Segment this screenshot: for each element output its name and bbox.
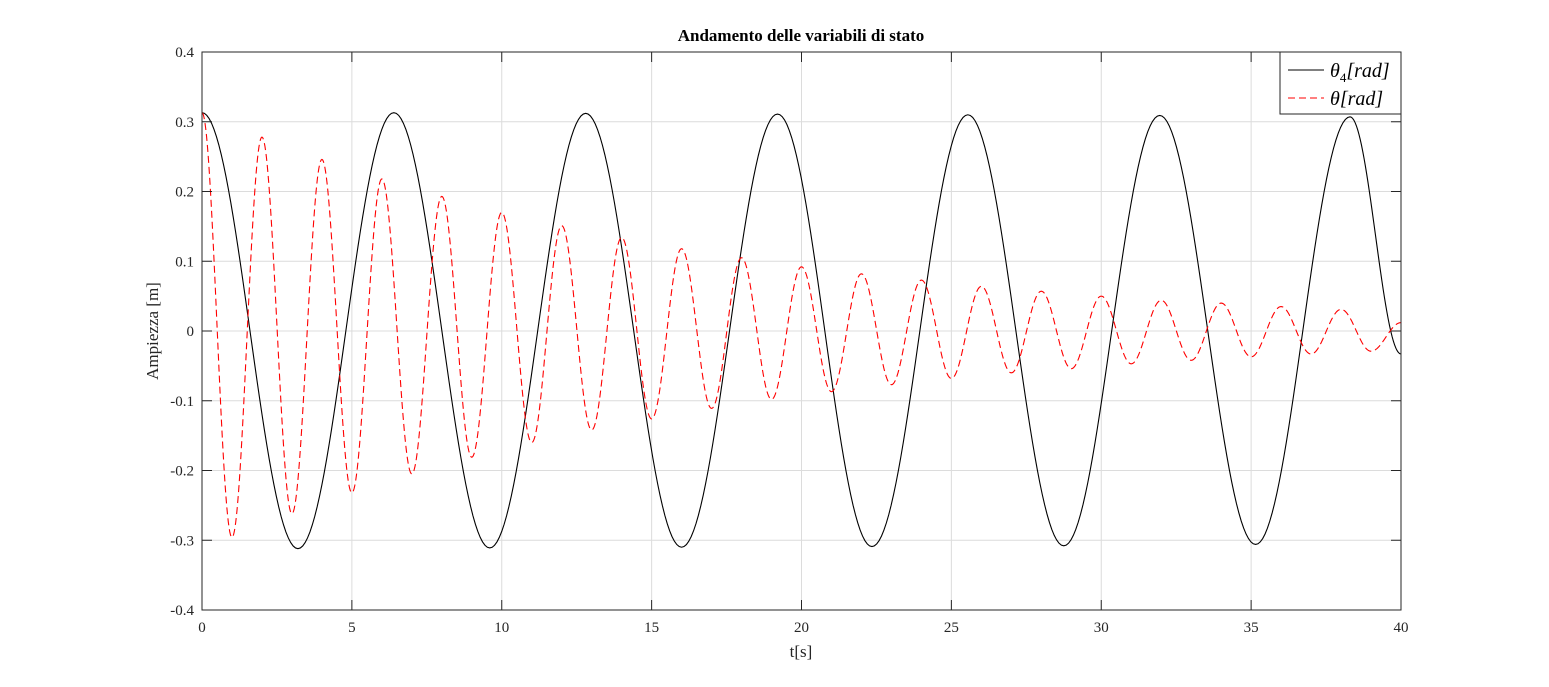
x-tick-label: 10 <box>494 620 509 636</box>
y-tick-label: -0.1 <box>170 394 194 410</box>
y-tick-label: 0.4 <box>175 45 194 61</box>
y-tick-label: -0.3 <box>170 533 194 549</box>
legend: θ4[rad] θ[rad] <box>1279 51 1402 115</box>
y-tick-label: -0.2 <box>170 464 194 480</box>
y-axis-label: Ampiezza [m] <box>143 282 162 380</box>
x-axis-label: t[s] <box>790 642 813 661</box>
y-tick-label: 0.1 <box>175 254 194 270</box>
chart-title: Andamento delle variabili di stato <box>678 26 925 45</box>
y-tick-label: 0.2 <box>175 185 194 201</box>
x-tick-label: 25 <box>944 620 959 636</box>
legend-box <box>1279 51 1402 115</box>
x-tick-label: 15 <box>644 620 659 636</box>
x-tick-label: 20 <box>794 620 809 636</box>
x-tick-label: 40 <box>1394 620 1409 636</box>
series-lines <box>201 112 1402 550</box>
y-tick-label: -0.4 <box>170 603 194 619</box>
series-line-0 <box>201 112 1402 550</box>
x-tick-label: 0 <box>198 620 206 636</box>
y-tick-label: 0 <box>187 324 195 340</box>
x-tick-label: 35 <box>1244 620 1259 636</box>
legend-label-1: θ[rad] <box>1330 88 1383 110</box>
axis-ticks: 0 5 10 15 20 25 30 35 40 -0.4 -0.3 -0.2 -0.1 0 0.1 0.2 0… <box>170 45 1408 636</box>
y-tick-label: 0.3 <box>175 115 194 131</box>
legend-label-0: θ4[rad] <box>1330 60 1390 85</box>
x-tick-label: 5 <box>348 620 356 636</box>
x-tick-label: 30 <box>1094 620 1109 636</box>
series-line-1 <box>201 112 1402 539</box>
